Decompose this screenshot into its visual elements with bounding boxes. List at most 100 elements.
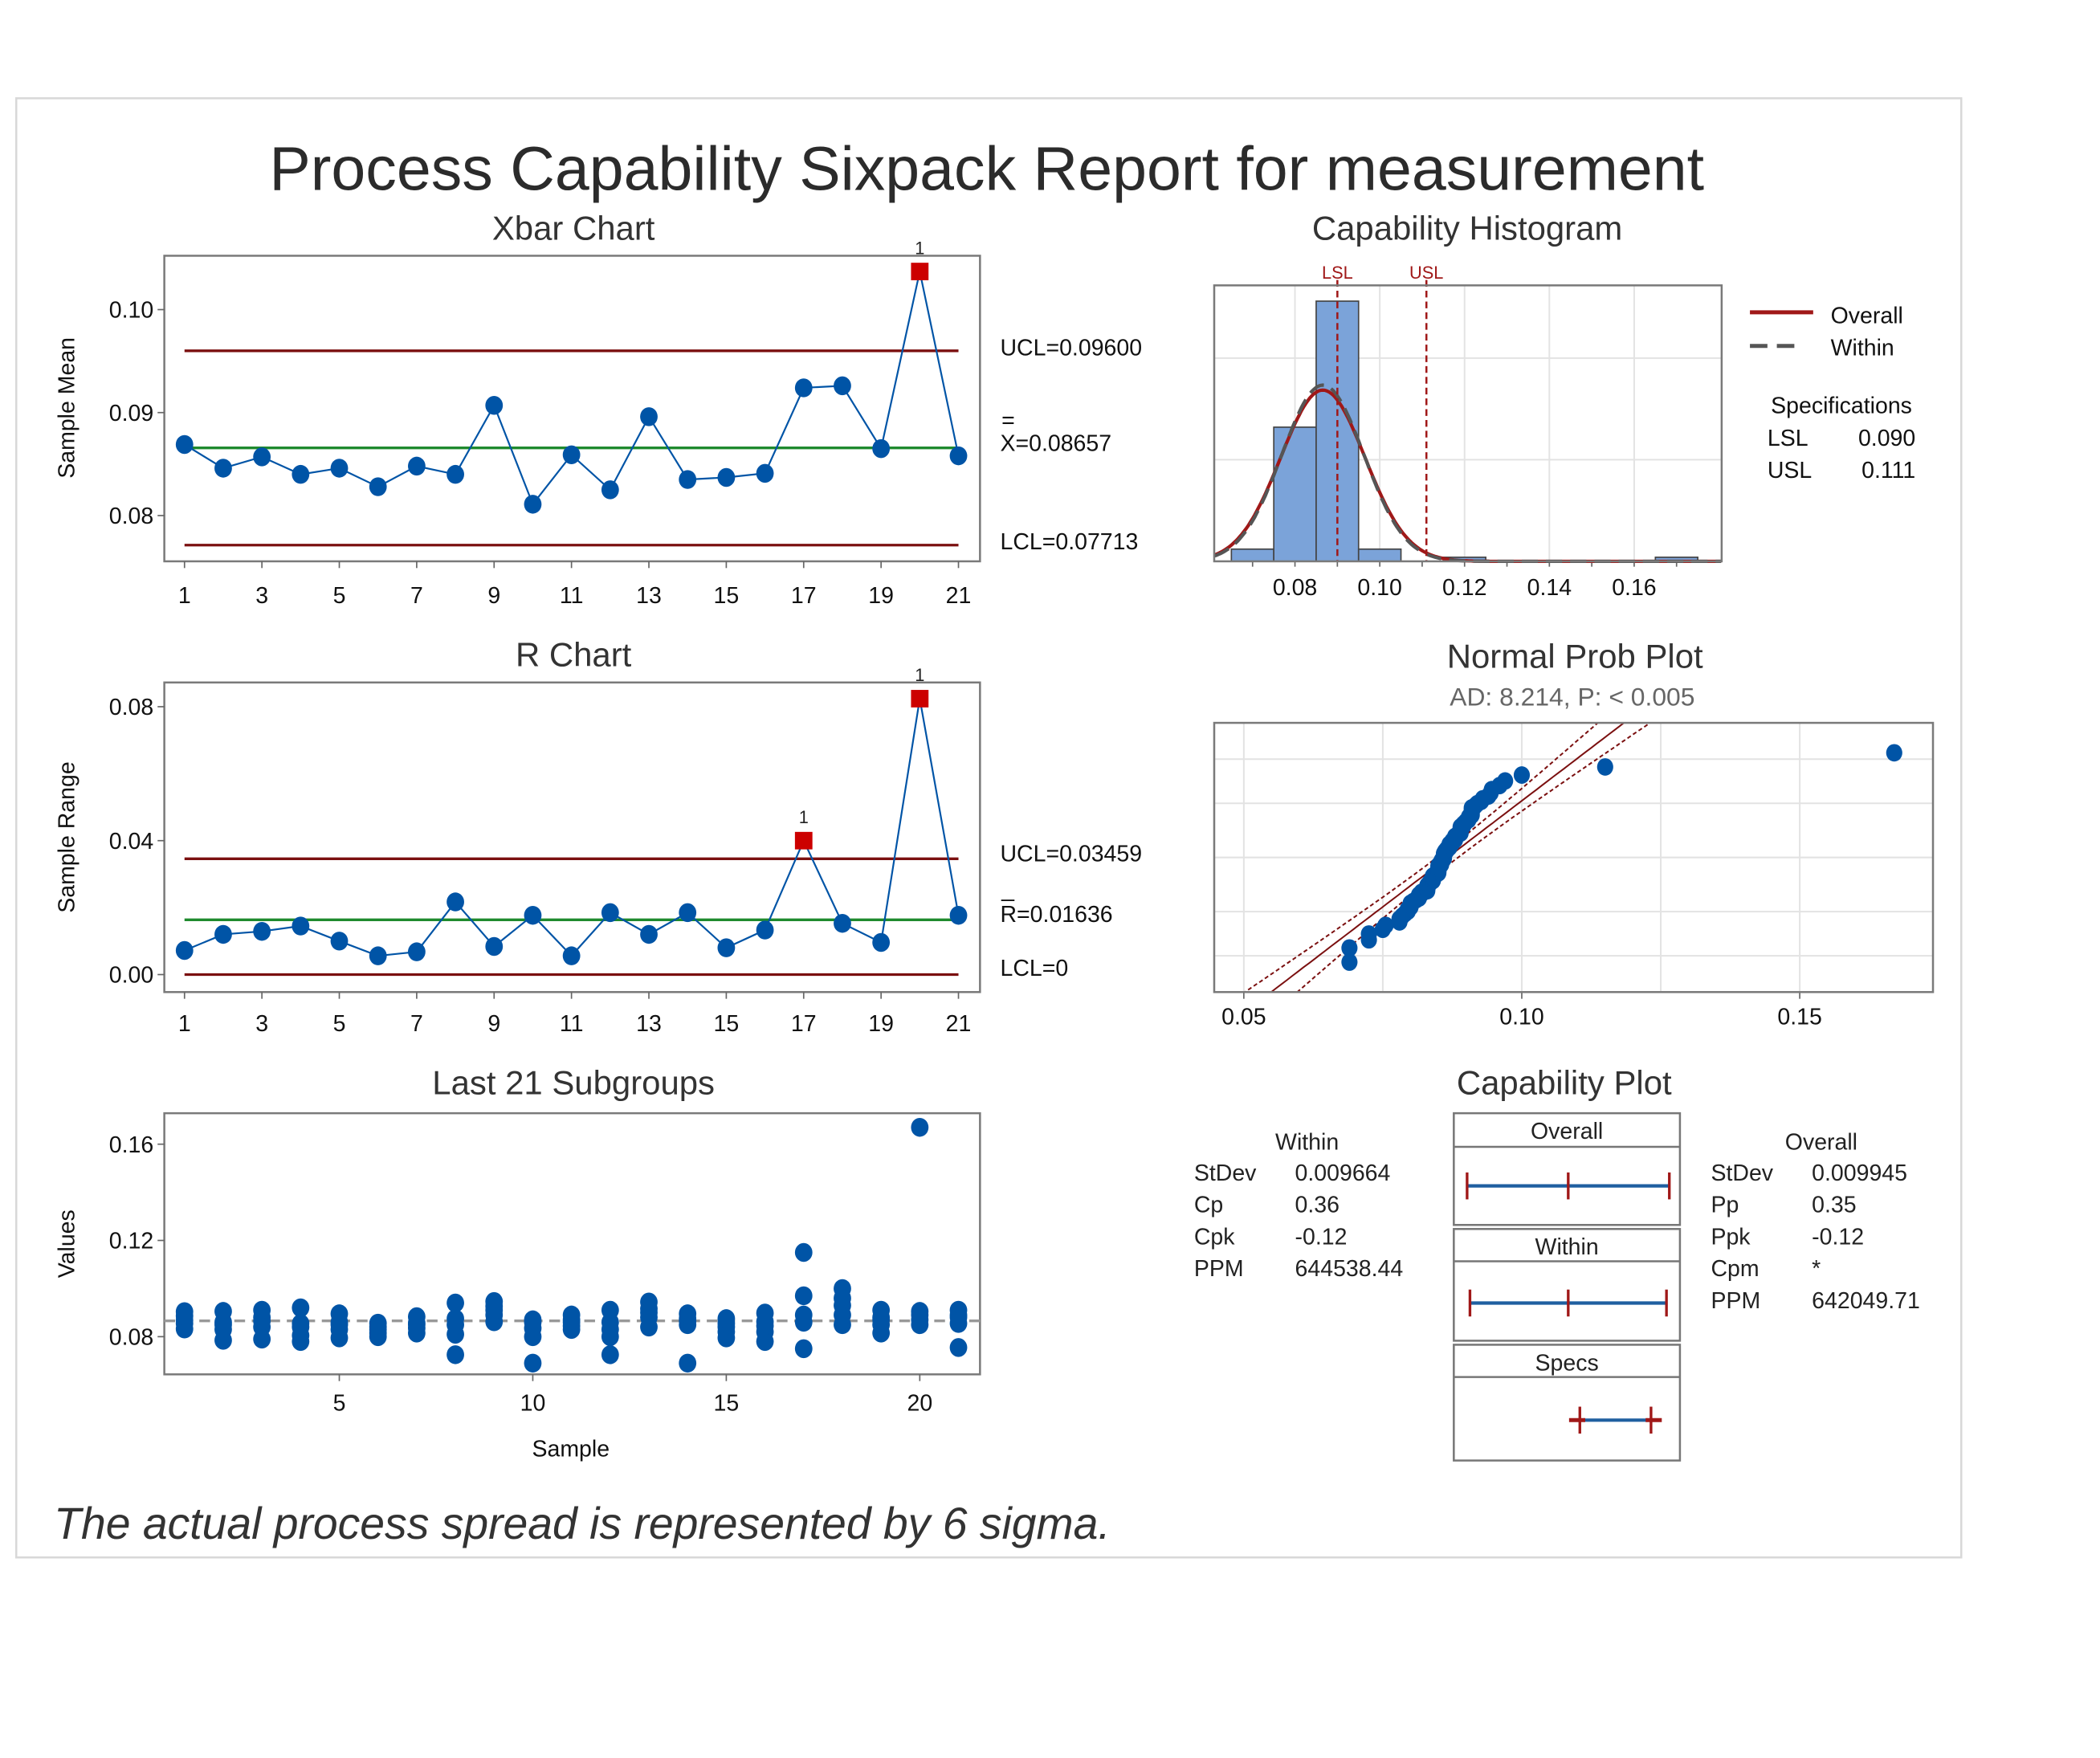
within-stat-value: 0.009664 [1295, 1160, 1391, 1186]
data-point [640, 407, 658, 426]
r-center-label: R=0.01636 [1000, 902, 1112, 928]
data-point [447, 1309, 464, 1328]
x-tick-label: 0.10 [1357, 575, 1401, 601]
y-tick-label: 0.00 [109, 963, 153, 989]
x-tick-label: 19 [868, 583, 894, 609]
data-point [292, 464, 310, 484]
y-tick-label: 0.08 [109, 504, 153, 529]
data-point [834, 376, 851, 396]
spec-usl-label: USL [1768, 458, 1812, 483]
overall-stat-value: * [1812, 1256, 1821, 1282]
r-center-bar: _ [1001, 876, 1015, 902]
data-point [834, 913, 851, 933]
data-point [524, 1310, 542, 1330]
x-tick-label: 11 [560, 1011, 584, 1037]
data-point [292, 1314, 310, 1333]
subgroups-y-label: Values [54, 1209, 80, 1278]
x-tick-label: 0.15 [1777, 1005, 1821, 1030]
x-tick-label: 7 [410, 583, 423, 609]
data-point [872, 438, 891, 459]
x-tick-label: 15 [714, 1011, 740, 1037]
x-tick-label: 0.16 [1612, 575, 1656, 601]
data-point [1360, 925, 1377, 943]
x-tick-label: 13 [636, 583, 662, 609]
data-point [253, 1300, 271, 1320]
data-point [524, 905, 542, 925]
data-point [214, 924, 232, 944]
panel-specs [1453, 1344, 1682, 1462]
overall-stat-label: Pp [1711, 1193, 1739, 1218]
x-tick-label: 5 [333, 1011, 346, 1037]
x-tick-label: 21 [946, 583, 972, 609]
x-tick-label: 1 [178, 1011, 191, 1037]
within-stat-label: StDev [1194, 1160, 1257, 1186]
x-tick-label: 15 [714, 1391, 740, 1417]
data-point [1497, 772, 1514, 790]
x-tick-label: 0.12 [1442, 575, 1486, 601]
data-point [756, 463, 774, 483]
x-tick-label: 9 [487, 1011, 500, 1037]
x-tick-label: 5 [333, 1391, 346, 1417]
capability-plot: Overall Within Specs [1453, 1111, 1682, 1462]
x-tick-label: 20 [907, 1391, 932, 1417]
subgroups-x-label: Sample [532, 1437, 610, 1462]
xbar-chart-title: Xbar Chart [492, 209, 655, 247]
x-tick-label: 21 [946, 1011, 972, 1037]
data-point [175, 1302, 194, 1321]
panel-within [1453, 1228, 1682, 1342]
data-point [640, 924, 658, 944]
x-tick-label: 0.10 [1499, 1005, 1543, 1030]
within-stat-label: Cpk [1194, 1224, 1235, 1250]
within-stat-value: -0.12 [1295, 1224, 1348, 1250]
plot-frame [1213, 284, 1723, 563]
y-tick-label: 0.09 [109, 401, 153, 426]
data-point [717, 938, 736, 957]
flagged-point [911, 263, 929, 280]
data-point [175, 434, 194, 455]
capability-plot-title: Capability Plot [1457, 1064, 1672, 1102]
data-point [524, 495, 542, 514]
flag-label: 1 [915, 665, 924, 685]
data-point [794, 378, 813, 398]
data-point [214, 459, 232, 478]
y-tick-label: 0.04 [109, 829, 153, 855]
data-point [1596, 758, 1613, 776]
data-point [756, 920, 774, 940]
flag-label: 1 [915, 238, 924, 258]
data-point [214, 1302, 232, 1321]
report-title: Process Capability Sixpack Report for me… [269, 134, 1704, 203]
x-tick-label: 5 [333, 583, 346, 609]
data-point [872, 1300, 891, 1320]
x-tick-label: 3 [255, 1011, 268, 1037]
xbar-lcl-label: LCL=0.07713 [1000, 529, 1138, 555]
within-stat-value: 644538.44 [1295, 1256, 1404, 1282]
data-point [601, 1345, 619, 1364]
x-tick-label: 17 [791, 1011, 817, 1037]
data-point [1886, 744, 1902, 762]
specifications-heading: Specifications [1771, 394, 1912, 419]
data-point [407, 942, 426, 961]
y-tick-label: 0.10 [109, 298, 153, 324]
data-point [330, 932, 349, 951]
histogram-bar [1230, 548, 1274, 562]
plot-frame [163, 1111, 981, 1376]
data-point [794, 1242, 813, 1262]
data-point [253, 921, 271, 941]
xbar-center-label: X=0.08657 [1000, 430, 1111, 456]
within-stat-label: Cp [1194, 1193, 1223, 1218]
data-point [1341, 953, 1358, 971]
histogram-title: Capability Histogram [1312, 209, 1622, 247]
data-point [949, 446, 968, 466]
r-y-label: Sample Range [54, 761, 80, 912]
plot-frame [1213, 721, 1935, 993]
data-point [1341, 939, 1358, 957]
data-point [485, 936, 504, 956]
data-point [717, 467, 736, 487]
x-tick-label: 0.08 [1273, 575, 1317, 601]
xbar-center-bar: = [1001, 408, 1015, 434]
r-lcl-label: LCL=0 [1000, 956, 1068, 981]
data-point [794, 1286, 813, 1306]
data-point [872, 932, 891, 952]
spec-usl-value: 0.111 [1861, 458, 1915, 483]
